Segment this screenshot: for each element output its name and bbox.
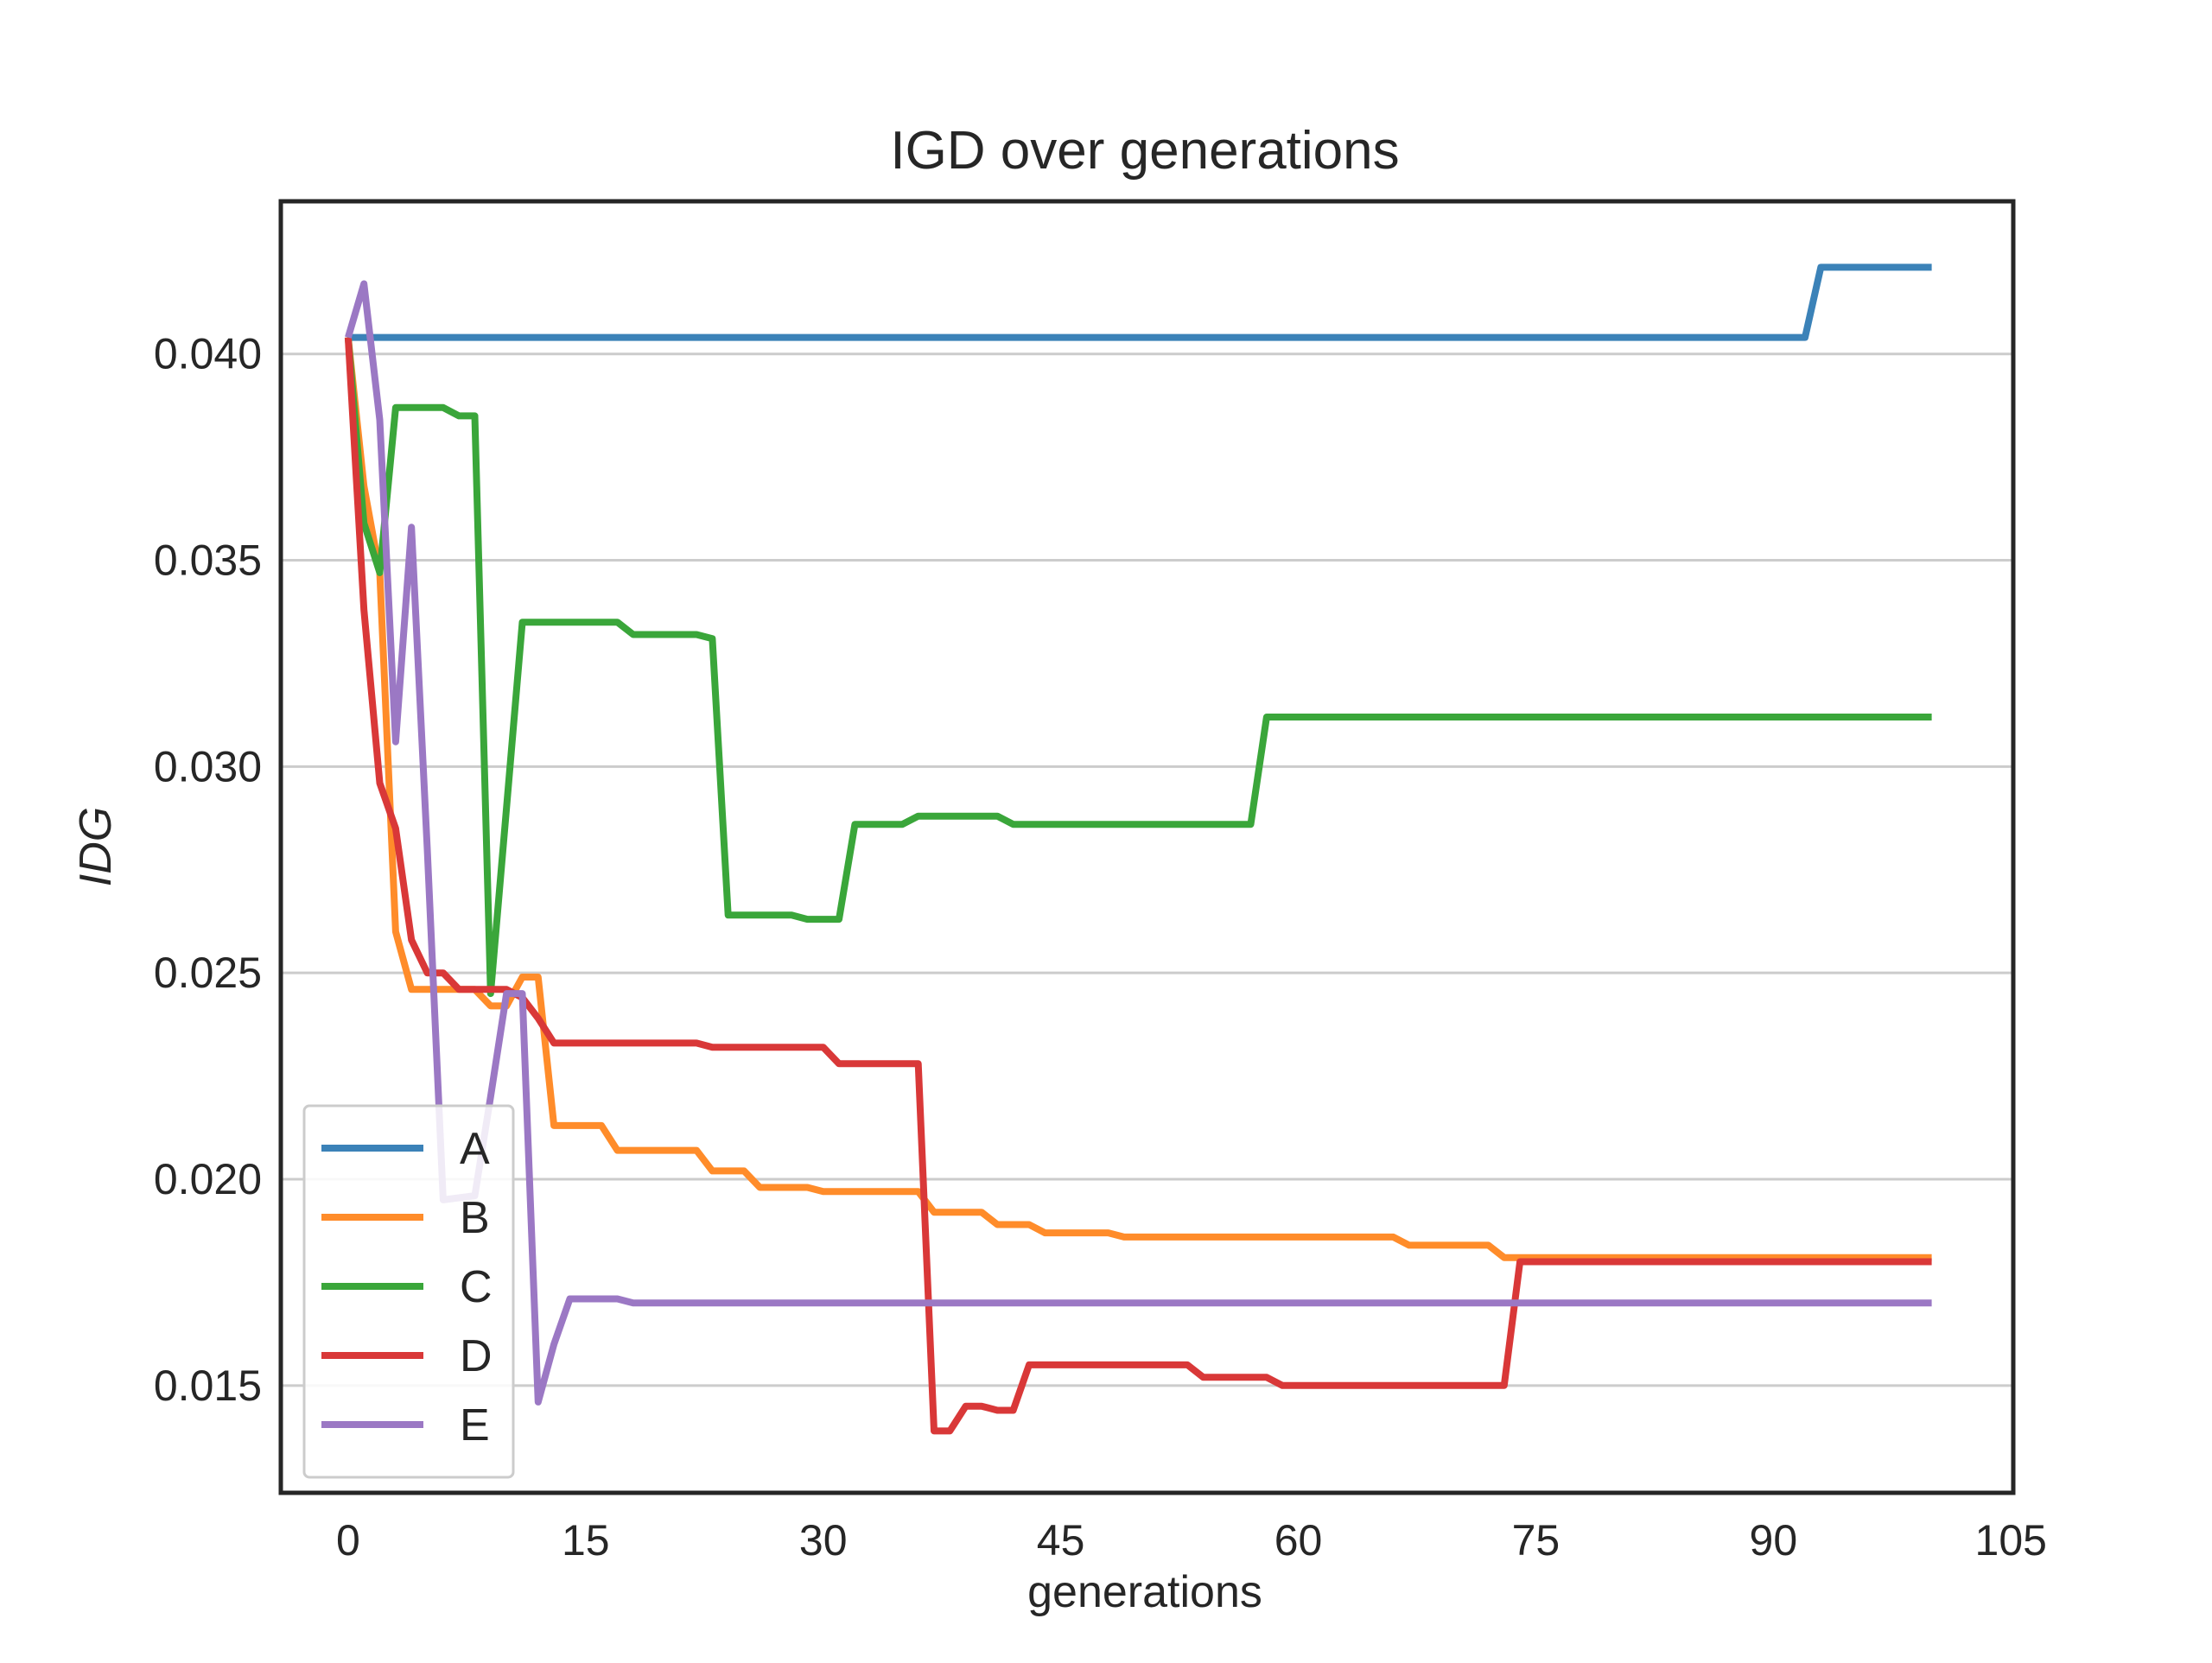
x-tick-label: 45: [1037, 1516, 1085, 1565]
x-tick-label: 75: [1512, 1516, 1560, 1565]
y-tick-label: 0.040: [154, 330, 262, 378]
chart-title: IGD over generations: [890, 121, 1399, 181]
series-lines: [344, 263, 1932, 1435]
x-tick-label: 15: [562, 1516, 610, 1565]
x-tick-label: 30: [799, 1516, 848, 1565]
x-tick-label: 90: [1750, 1516, 1798, 1565]
x-tick-label: 0: [336, 1516, 360, 1565]
series-line-c: [344, 337, 1932, 998]
x-axis-label: generations: [1027, 1567, 1262, 1617]
series-line-a: [347, 263, 1932, 341]
plot-frame: [278, 199, 2016, 1495]
x-tick-label: 105: [1975, 1516, 2047, 1565]
y-tick-label: 0.035: [154, 536, 262, 585]
grid-lines: [281, 352, 2013, 1387]
y-tick-label: 0.020: [154, 1155, 262, 1203]
y-tick-label: 0.030: [154, 742, 262, 790]
y-axis-label: IDG: [71, 807, 121, 886]
x-axis-ticks: 0 15 30 45 60 75 90 105: [336, 1516, 2047, 1565]
legend-label-e: E: [460, 1400, 490, 1450]
legend-label-a: A: [460, 1124, 490, 1174]
x-tick-label: 60: [1274, 1516, 1323, 1565]
legend-label-d: D: [460, 1331, 493, 1381]
y-axis-ticks: 0.015 0.020 0.025 0.030 0.035 0.040: [154, 330, 262, 1410]
y-tick-label: 0.025: [154, 949, 262, 997]
series-line-d: [344, 337, 1932, 1435]
series-line-e: [345, 280, 1932, 1406]
legend-box: [302, 1104, 515, 1479]
series-line-b: [344, 337, 1932, 1261]
y-tick-label: 0.015: [154, 1362, 262, 1410]
legend-label-c: C: [460, 1262, 493, 1312]
legend-label-b: B: [460, 1193, 490, 1243]
